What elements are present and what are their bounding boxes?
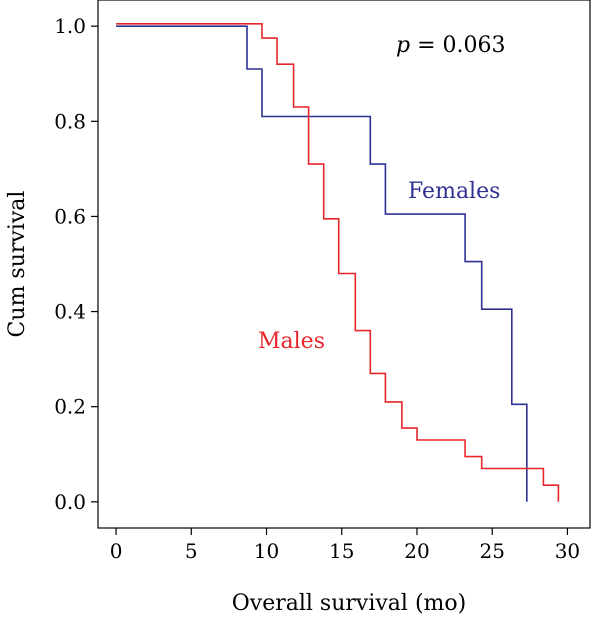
x-tick-label: 30	[555, 539, 580, 563]
plot-frame	[97, 0, 591, 529]
x-tick-label: 20	[404, 539, 429, 563]
x-axis-ticks: 0 5 10 15 20 25 30	[110, 528, 580, 563]
p-value-annotation: p = 0.063	[396, 33, 506, 58]
y-axis-ticks: 0.0 0.2 0.4 0.6 0.8 1.0	[54, 14, 98, 514]
series-label-males: Males	[258, 329, 325, 354]
y-tick-label: 0.0	[54, 490, 86, 514]
series-line-males	[116, 23, 560, 502]
p-value-text: = 0.063	[410, 33, 505, 58]
y-tick-label: 1.0	[54, 14, 86, 38]
y-tick-label: 0.2	[54, 395, 86, 419]
y-axis-title: Cum survival	[5, 191, 30, 338]
x-tick-label: 0	[110, 539, 123, 563]
x-tick-label: 5	[185, 539, 198, 563]
series-label-females: Females	[408, 179, 500, 204]
x-tick-label: 25	[479, 539, 504, 563]
y-tick-label: 0.8	[54, 109, 86, 133]
p-value-italic: p	[396, 33, 410, 58]
x-axis-title: Overall survival (mo)	[232, 591, 466, 616]
x-tick-label: 15	[329, 539, 354, 563]
x-tick-label: 10	[254, 539, 279, 563]
series-line-females	[116, 25, 528, 502]
y-tick-label: 0.6	[54, 204, 86, 228]
y-tick-label: 0.4	[54, 300, 86, 324]
series-lines	[116, 23, 560, 502]
